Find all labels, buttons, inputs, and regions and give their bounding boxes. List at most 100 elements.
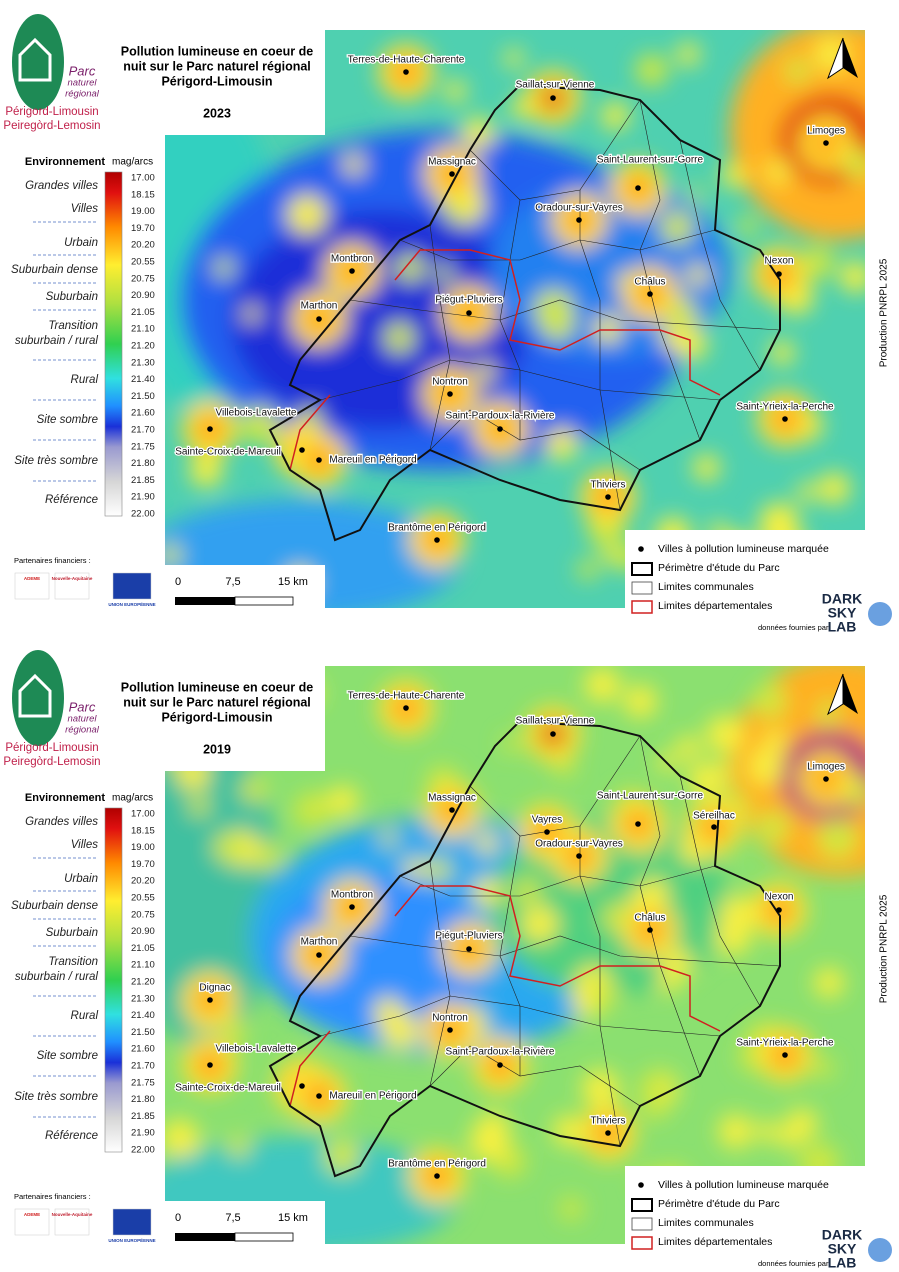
town-marker bbox=[635, 821, 641, 827]
environment-class: Rural bbox=[71, 374, 99, 386]
map-legend-label: Limites départementales bbox=[658, 1236, 772, 1248]
town-label: Terres-de-Haute-Charente bbox=[348, 691, 465, 702]
legend-area bbox=[0, 135, 165, 636]
scale-value: 22.00 bbox=[131, 1145, 155, 1156]
town-marker bbox=[316, 952, 322, 958]
logo-name: Périgord-Limousin bbox=[5, 742, 98, 754]
town-marker bbox=[823, 776, 829, 782]
town-marker bbox=[207, 1062, 213, 1068]
light-spot bbox=[213, 257, 234, 278]
map-legend-label: Limites communales bbox=[658, 1217, 754, 1229]
partner-name: Nouvelle-Aquitaine bbox=[52, 576, 93, 581]
town-marker bbox=[299, 447, 305, 453]
town-marker bbox=[635, 185, 641, 191]
map bbox=[165, 30, 865, 608]
logo-shape bbox=[12, 14, 64, 110]
light-spot bbox=[435, 264, 453, 282]
light-spot bbox=[243, 305, 260, 323]
town-label: Mareuil en Périgord bbox=[329, 1091, 416, 1102]
light-spot bbox=[635, 53, 668, 87]
logo-text: régional bbox=[65, 725, 100, 736]
communal-limit bbox=[469, 735, 641, 837]
partner-logo bbox=[112, 572, 152, 600]
communal-limit bbox=[429, 224, 451, 451]
scale-value: 21.40 bbox=[131, 374, 155, 385]
scale-value: 21.90 bbox=[131, 1128, 155, 1139]
map-legend-label: Villes à pollution lumineuse marquée bbox=[658, 543, 829, 555]
credit-brand: LAB bbox=[828, 619, 857, 635]
light-spot bbox=[462, 117, 495, 149]
map-legend-box bbox=[625, 530, 865, 636]
scale-value: 21.40 bbox=[131, 1010, 155, 1021]
town-label: Marthon bbox=[301, 301, 338, 312]
scale-value: 18.15 bbox=[131, 189, 155, 200]
town-marker bbox=[782, 1052, 788, 1058]
light-spot bbox=[475, 832, 498, 855]
light-spot bbox=[784, 58, 810, 84]
scale-value: 21.30 bbox=[131, 357, 155, 368]
town-marker bbox=[782, 416, 788, 422]
light-spot bbox=[241, 406, 279, 444]
legend-town-marker bbox=[638, 546, 644, 552]
scale-value: 21.50 bbox=[131, 391, 155, 402]
town-label: Brantôme en Périgord bbox=[388, 523, 486, 534]
town-label: Piégut-Pluviers bbox=[435, 931, 502, 942]
scale-value: 20.75 bbox=[131, 909, 155, 920]
park-perimeter bbox=[268, 719, 781, 1178]
scale-value: 20.55 bbox=[131, 893, 155, 904]
town-marker bbox=[605, 494, 611, 500]
logo-text: Parc bbox=[69, 63, 96, 78]
north-arrow bbox=[843, 674, 858, 714]
scale-value: 19.00 bbox=[131, 206, 155, 217]
scale-value: 21.85 bbox=[131, 475, 155, 486]
town-label: Oradour-sur-Vayres bbox=[535, 839, 623, 850]
environment-class: Site très sombre bbox=[14, 455, 98, 467]
environment-class: Grandes villes bbox=[25, 180, 98, 192]
light-spot bbox=[384, 322, 415, 354]
light-spot bbox=[778, 1124, 803, 1149]
color-scale bbox=[104, 171, 123, 517]
town-marker bbox=[466, 946, 472, 952]
legend-department bbox=[631, 600, 653, 614]
light-spot bbox=[475, 362, 496, 382]
map-legend-label: Limites communales bbox=[658, 581, 754, 593]
town-label: Terres-de-Haute-Charente bbox=[348, 55, 465, 66]
light-spot bbox=[521, 905, 559, 943]
light-spot bbox=[718, 1114, 753, 1149]
town-label: Montbron bbox=[331, 890, 373, 901]
map-title: Périgord-Limousin bbox=[161, 74, 272, 88]
town-marker bbox=[605, 1130, 611, 1136]
map-title: nuit sur le Parc naturel régional bbox=[123, 59, 311, 73]
light-spot bbox=[240, 776, 268, 803]
partners-label: Partenaires financiers : bbox=[14, 1192, 91, 1201]
partner-name: ADEME bbox=[24, 576, 40, 581]
scale-value: 17.00 bbox=[131, 809, 155, 820]
scale-value: 21.75 bbox=[131, 441, 155, 452]
light-spot bbox=[293, 798, 321, 825]
legend-park bbox=[631, 1198, 653, 1212]
scale-value: 20.75 bbox=[131, 273, 155, 284]
light-spot bbox=[643, 1096, 667, 1120]
light-spot bbox=[601, 548, 618, 565]
environment-class: Site sombre bbox=[37, 1050, 98, 1062]
light-spot bbox=[813, 967, 845, 998]
light-spot bbox=[213, 832, 245, 863]
town-marker bbox=[776, 271, 782, 277]
light-spot bbox=[189, 454, 223, 488]
communal-limits bbox=[319, 735, 781, 1147]
town-marker bbox=[449, 171, 455, 177]
town-marker bbox=[497, 426, 503, 432]
credit-brand: DARK bbox=[822, 591, 862, 607]
light-spot bbox=[324, 1138, 360, 1174]
map-title: Pollution lumineuse en coeur de bbox=[121, 680, 313, 694]
logo-shape bbox=[18, 673, 52, 718]
scale-value: 21.50 bbox=[131, 1027, 155, 1038]
communal-limit bbox=[319, 359, 721, 401]
town-label: Thiviers bbox=[590, 480, 625, 491]
scale-value: 21.30 bbox=[131, 993, 155, 1004]
light-spot bbox=[189, 795, 210, 817]
scale-label: 15 km bbox=[278, 1212, 308, 1224]
town-marker bbox=[449, 807, 455, 813]
light-spot bbox=[817, 818, 858, 859]
communal-limit bbox=[579, 190, 621, 511]
